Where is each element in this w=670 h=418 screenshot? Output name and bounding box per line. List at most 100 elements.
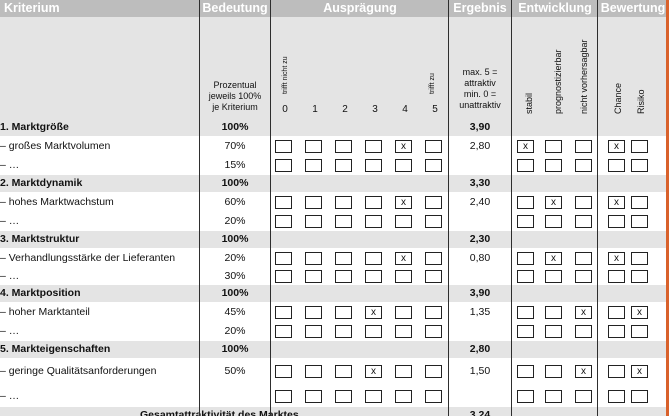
bewertung-checkbox-0[interactable]: x (608, 196, 625, 209)
bewertung-checkbox-1[interactable] (631, 196, 648, 209)
bewertung-checkbox-1[interactable] (631, 390, 648, 403)
auspraegung-checkbox-1[interactable] (305, 306, 322, 319)
auspraegung-checkbox-0[interactable] (275, 365, 292, 378)
entwicklung-checkbox-0[interactable] (517, 270, 534, 283)
auspraegung-checkbox-0[interactable] (275, 325, 292, 338)
auspraegung-checkbox-4[interactable] (395, 159, 412, 172)
auspraegung-checkbox-3[interactable]: x (365, 365, 382, 378)
auspraegung-checkbox-0[interactable] (275, 159, 292, 172)
auspraegung-checkbox-4[interactable]: x (395, 196, 412, 209)
auspraegung-checkbox-1[interactable] (305, 196, 322, 209)
entwicklung-checkbox-1[interactable] (545, 325, 562, 338)
auspraegung-checkbox-4[interactable] (395, 325, 412, 338)
bewertung-checkbox-0[interactable] (608, 215, 625, 228)
auspraegung-checkbox-0[interactable] (275, 215, 292, 228)
bewertung-checkbox-1[interactable]: x (631, 306, 648, 319)
auspraegung-checkbox-5[interactable] (425, 252, 442, 265)
entwicklung-checkbox-0[interactable] (517, 365, 534, 378)
entwicklung-checkbox-0[interactable] (517, 306, 534, 319)
auspraegung-checkbox-2[interactable] (335, 325, 352, 338)
entwicklung-checkbox-2[interactable] (575, 140, 592, 153)
auspraegung-checkbox-0[interactable] (275, 196, 292, 209)
auspraegung-checkbox-3[interactable] (365, 325, 382, 338)
auspraegung-checkbox-5[interactable] (425, 325, 442, 338)
auspraegung-checkbox-5[interactable] (425, 390, 442, 403)
bewertung-checkbox-1[interactable]: x (631, 365, 648, 378)
bewertung-checkbox-0[interactable] (608, 365, 625, 378)
entwicklung-checkbox-0[interactable] (517, 159, 534, 172)
auspraegung-checkbox-4[interactable] (395, 365, 412, 378)
auspraegung-checkbox-4[interactable] (395, 270, 412, 283)
auspraegung-checkbox-1[interactable] (305, 270, 322, 283)
auspraegung-checkbox-3[interactable] (365, 252, 382, 265)
entwicklung-checkbox-0[interactable]: x (517, 140, 534, 153)
entwicklung-checkbox-1[interactable] (545, 365, 562, 378)
bewertung-checkbox-0[interactable]: x (608, 140, 625, 153)
auspraegung-checkbox-4[interactable] (395, 306, 412, 319)
auspraegung-checkbox-2[interactable] (335, 306, 352, 319)
auspraegung-checkbox-5[interactable] (425, 270, 442, 283)
auspraegung-checkbox-0[interactable] (275, 140, 292, 153)
auspraegung-checkbox-2[interactable] (335, 215, 352, 228)
entwicklung-checkbox-2[interactable] (575, 159, 592, 172)
auspraegung-checkbox-2[interactable] (335, 252, 352, 265)
bewertung-checkbox-0[interactable] (608, 270, 625, 283)
auspraegung-checkbox-2[interactable] (335, 196, 352, 209)
entwicklung-checkbox-2[interactable] (575, 215, 592, 228)
auspraegung-checkbox-4[interactable]: x (395, 140, 412, 153)
auspraegung-checkbox-3[interactable] (365, 159, 382, 172)
bewertung-checkbox-0[interactable] (608, 306, 625, 319)
bewertung-checkbox-1[interactable] (631, 215, 648, 228)
auspraegung-checkbox-0[interactable] (275, 306, 292, 319)
auspraegung-checkbox-1[interactable] (305, 365, 322, 378)
entwicklung-checkbox-1[interactable] (545, 140, 562, 153)
auspraegung-checkbox-5[interactable] (425, 306, 442, 319)
auspraegung-checkbox-3[interactable] (365, 196, 382, 209)
auspraegung-checkbox-4[interactable]: x (395, 252, 412, 265)
auspraegung-checkbox-0[interactable] (275, 252, 292, 265)
auspraegung-checkbox-2[interactable] (335, 390, 352, 403)
auspraegung-checkbox-5[interactable] (425, 159, 442, 172)
bewertung-checkbox-1[interactable] (631, 252, 648, 265)
auspraegung-checkbox-4[interactable] (395, 215, 412, 228)
auspraegung-checkbox-1[interactable] (305, 252, 322, 265)
entwicklung-checkbox-1[interactable] (545, 159, 562, 172)
bewertung-checkbox-1[interactable] (631, 270, 648, 283)
auspraegung-checkbox-2[interactable] (335, 270, 352, 283)
auspraegung-checkbox-1[interactable] (305, 325, 322, 338)
auspraegung-checkbox-4[interactable] (395, 390, 412, 403)
entwicklung-checkbox-1[interactable]: x (545, 252, 562, 265)
auspraegung-checkbox-3[interactable] (365, 270, 382, 283)
auspraegung-checkbox-1[interactable] (305, 159, 322, 172)
auspraegung-checkbox-1[interactable] (305, 140, 322, 153)
bewertung-checkbox-1[interactable] (631, 325, 648, 338)
auspraegung-checkbox-0[interactable] (275, 390, 292, 403)
auspraegung-checkbox-0[interactable] (275, 270, 292, 283)
entwicklung-checkbox-2[interactable] (575, 196, 592, 209)
entwicklung-checkbox-1[interactable] (545, 215, 562, 228)
entwicklung-checkbox-2[interactable] (575, 252, 592, 265)
auspraegung-checkbox-2[interactable] (335, 140, 352, 153)
auspraegung-checkbox-3[interactable] (365, 140, 382, 153)
bewertung-checkbox-0[interactable] (608, 325, 625, 338)
bewertung-checkbox-1[interactable] (631, 159, 648, 172)
entwicklung-checkbox-1[interactable]: x (545, 196, 562, 209)
auspraegung-checkbox-3[interactable] (365, 215, 382, 228)
bewertung-checkbox-1[interactable] (631, 140, 648, 153)
entwicklung-checkbox-2[interactable]: x (575, 365, 592, 378)
auspraegung-checkbox-2[interactable] (335, 365, 352, 378)
auspraegung-checkbox-5[interactable] (425, 140, 442, 153)
entwicklung-checkbox-1[interactable] (545, 390, 562, 403)
entwicklung-checkbox-1[interactable] (545, 270, 562, 283)
auspraegung-checkbox-1[interactable] (305, 390, 322, 403)
entwicklung-checkbox-0[interactable] (517, 196, 534, 209)
entwicklung-checkbox-2[interactable]: x (575, 306, 592, 319)
auspraegung-checkbox-5[interactable] (425, 196, 442, 209)
entwicklung-checkbox-2[interactable] (575, 390, 592, 403)
entwicklung-checkbox-1[interactable] (545, 306, 562, 319)
bewertung-checkbox-0[interactable]: x (608, 252, 625, 265)
entwicklung-checkbox-0[interactable] (517, 390, 534, 403)
auspraegung-checkbox-3[interactable] (365, 390, 382, 403)
auspraegung-checkbox-3[interactable]: x (365, 306, 382, 319)
auspraegung-checkbox-2[interactable] (335, 159, 352, 172)
